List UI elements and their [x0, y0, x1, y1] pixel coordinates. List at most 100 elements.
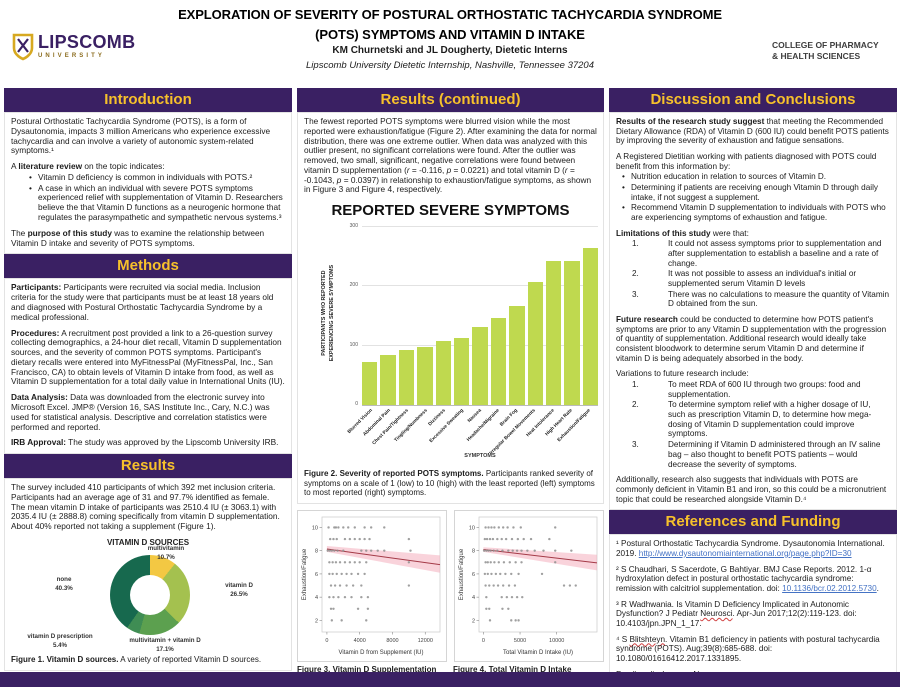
reference-1: ¹ Postural Orthostatic Tachycardia Syndr… [616, 539, 885, 558]
svg-text:8: 8 [472, 548, 475, 554]
list-item: • Recommend Vitamin D supplementation to … [622, 203, 890, 222]
section-header-results-continued: Results (continued) [297, 88, 604, 112]
y-tick-label: 200 [349, 282, 358, 289]
list-item-text: Vitamin D deficiency is common in indivi… [38, 171, 253, 182]
bar-irregular-bowel-movements [527, 281, 543, 405]
section-header-results: Results [4, 454, 292, 479]
list-item: • Determining if patients are receiving e… [622, 183, 890, 202]
methods-irb: IRB Approval: The study was approved by … [11, 437, 279, 448]
svg-text:0: 0 [325, 638, 328, 644]
bar-abdominal-pain [380, 355, 396, 405]
left-column: Introduction Postural Orthostatic Tachyc… [4, 88, 292, 672]
gridline [362, 285, 598, 287]
reference-link[interactable]: 10.1136/bcr.02.2012.5730 [782, 583, 877, 593]
svg-text:4: 4 [472, 595, 475, 601]
poster-title: EXPLORATION OF SEVERITY OF POSTURAL ORTH… [110, 5, 790, 44]
svg-text:10: 10 [469, 525, 475, 531]
pie-chart-title: VITAMIN D SOURCES [106, 538, 190, 547]
poster-affiliation: Lipscomb University Dietetic Internship,… [306, 60, 594, 71]
list-item: 3. There was no calculations to measure t… [632, 290, 890, 309]
bar-tingling-numbness [417, 347, 433, 405]
gridline [362, 225, 598, 227]
list-item: • Nutrition education in relation to sour… [622, 172, 890, 182]
methods-participants: Participants: Participants were recruite… [11, 282, 274, 322]
svg-text:6: 6 [315, 572, 318, 578]
bar-dizziness [435, 341, 451, 405]
bar-brain-fog [509, 305, 525, 405]
figure1-caption: Figure 1. Vitamin D sources. A variety o… [11, 655, 262, 665]
list-item-text: There was no calculations to measure the… [668, 289, 890, 309]
intro-lead: A literature review on the topic indicat… [11, 161, 165, 172]
list-number: 3. [632, 289, 639, 299]
svg-text:Exhaustion/Fatigue: Exhaustion/Fatigue [459, 548, 465, 600]
bar-chest-pain-tightness [398, 349, 415, 405]
pie-label-multivitamin-vitamin-d: multivitamin + vitamin D 17.1% [129, 637, 201, 653]
list-number: 3. [632, 440, 639, 450]
bullet-marker: • [622, 172, 625, 182]
figure3-scatter-plot: 0 4000 8000 12000 2 4 6 8 10 Vitamin D from Suppl… [297, 509, 447, 662]
list-number: 1. [632, 239, 639, 249]
discussion-future-research: Future research could be conducted to de… [616, 315, 887, 363]
list-item-text: Determining if patients are receiving en… [631, 183, 878, 202]
logo-wordmark: LIPSCOMB [38, 32, 136, 52]
y-tick-label: 0 [355, 400, 358, 407]
poster-title-line1: EXPLORATION OF SEVERITY OF POSTURAL ORTH… [178, 7, 722, 22]
bar-exhaustion-fatigue [582, 248, 599, 405]
bar-high-heart-rate [564, 260, 580, 405]
list-item-text: A case in which an individual with sever… [38, 182, 283, 223]
pie-label-vitamin-d-prescription: vitamin D prescription 5.4% [27, 633, 93, 649]
list-item-text: Determining if Vitamin D administered th… [668, 440, 881, 469]
reference-2: ² S Chaudhari, S Sacerdote, G Bahtiyar. … [616, 564, 879, 593]
intro-bullet-list: • Vitamin D deficiency is common in indiv… [29, 171, 285, 223]
methods-data-analysis: Data Analysis: Data was downloaded from … [11, 392, 270, 432]
severe-symptoms-chart: REPORTED SEVERE SYMPTOMS PARTICIPANTS WH… [304, 202, 599, 465]
svg-text:10000: 10000 [549, 638, 564, 644]
list-item-text: It was not possible to assess an individ… [668, 269, 857, 289]
svg-text:12000: 12000 [418, 638, 433, 644]
section-header-references: References and Funding [609, 510, 897, 535]
svg-text:5000: 5000 [514, 638, 526, 644]
lipscomb-logo: LIPSCOMB UNIVERSITY [12, 33, 135, 61]
svg-text:10: 10 [312, 525, 318, 531]
list-item-text: To meet RDA of 600 IU through two groups… [668, 380, 861, 399]
bar-chart-title: REPORTED SEVERE SYMPTOMS [331, 202, 570, 220]
results-continued-paragraph: The fewest reported POTS symptoms were b… [304, 116, 597, 195]
lipscomb-shield-icon [12, 33, 34, 61]
section-header-methods: Methods [4, 254, 292, 279]
section-header-discussion: Discussion and Conclusions [609, 88, 897, 112]
svg-text:Exhaustion/Fatigue: Exhaustion/Fatigue [302, 548, 308, 600]
list-item: • Vitamin D deficiency is common in indiv… [29, 171, 285, 183]
list-item-text: To determine symptom relief with a highe… [668, 400, 872, 439]
bullet-marker: • [29, 182, 32, 193]
bullet-marker: • [622, 203, 625, 213]
limitations-list: 1. It could not assess symptoms prior to … [632, 239, 890, 309]
reference-link[interactable]: http://www.dysautonomiainternational.org… [638, 548, 852, 558]
figure2-caption: Figure 2. Severity of reported POTS symp… [304, 468, 595, 498]
discussion-section: Results of the research study suggest th… [609, 112, 897, 511]
poster-title-line2: (POTS) SYMPTOMS AND VITAMIN D INTAKE [315, 26, 585, 42]
list-item: 3. Determining if Vitamin D administered … [632, 440, 890, 469]
methods-procedures: Procedures: A recruitment post provided … [11, 327, 285, 387]
bar-chart-x-axis-label: SYMPTOMS [464, 452, 496, 459]
list-item: 1. To meet RDA of 600 IU through two grou… [632, 380, 890, 399]
intro-paragraph-1: Postural Orthostatic Tachycardia Syndrom… [11, 116, 271, 156]
svg-text:6: 6 [472, 572, 475, 578]
pie-label-multivitamin: multivitamin 10.7% [147, 545, 185, 561]
list-number: 1. [632, 380, 639, 390]
logo-subtext: UNIVERSITY [38, 53, 106, 59]
pie-label-none: none 40.3% [55, 576, 73, 592]
svg-text:2: 2 [315, 618, 318, 624]
list-item: 1. It could not assess symptoms prior to … [632, 239, 890, 268]
college-name: COLLEGE OF PHARMACY & HEALTH SCIENCES [772, 40, 879, 62]
results-paragraph: The survey included 410 participants of … [11, 482, 280, 532]
variations-list: 1. To meet RDA of 600 IU through two grou… [632, 380, 890, 469]
right-column: Discussion and Conclusions Results of th… [609, 88, 897, 686]
svg-text:8000: 8000 [386, 638, 398, 644]
svg-text:2: 2 [472, 618, 475, 624]
y-tick-label: 100 [349, 341, 358, 348]
bar-nausea [472, 327, 488, 405]
bar-heat-intolerance [545, 261, 562, 405]
middle-column: Results (continued) The fewest reported … [297, 88, 604, 685]
bar-chart-y-axis-label: PARTICIPANTS WHO REPORTED EXPERIENCING S… [320, 264, 335, 362]
discussion-variations-lead: Variations to future research include: [616, 369, 749, 379]
